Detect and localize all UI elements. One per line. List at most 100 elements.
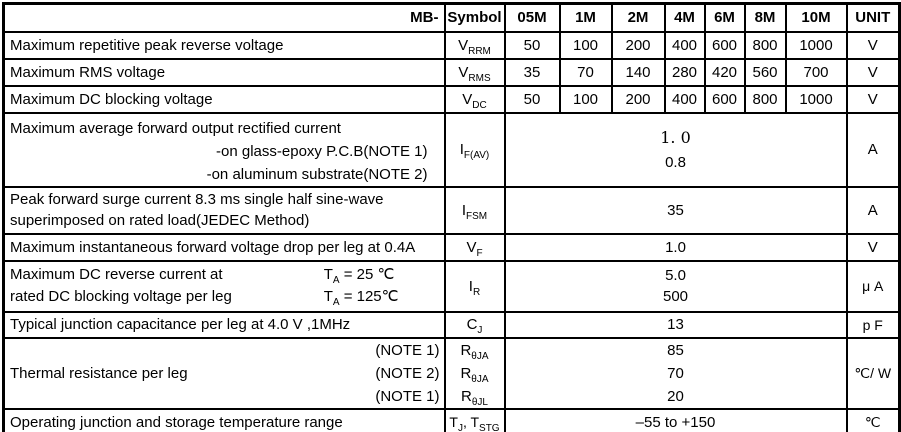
value-line: 20 bbox=[667, 387, 684, 405]
row-vf: Maximum instantaneous forward voltage dr… bbox=[2, 232, 901, 262]
row-ir: Maximum DC reverse current at rated DC b… bbox=[2, 259, 901, 313]
row-vdc: Maximum DC blocking voltage VDC 50 100 2… bbox=[2, 84, 901, 114]
value-cell: 400 bbox=[663, 84, 706, 114]
value-line: 85 bbox=[667, 341, 684, 359]
symbol-rthja2: RθJA bbox=[460, 364, 489, 385]
unit-cell: A bbox=[845, 185, 901, 235]
row-thermal-resistance: Thermal resistance per leg (NOTE 1) (NOT… bbox=[2, 336, 901, 410]
condition-ta25: TA = 25 ℃ bbox=[323, 266, 395, 286]
value-cell: 280 bbox=[663, 57, 706, 87]
header-series-prefix: MB- bbox=[2, 2, 446, 33]
value-line: 1. 0 bbox=[660, 127, 691, 147]
header-model-6m: 6M bbox=[703, 2, 746, 33]
value-cell: 50 bbox=[503, 30, 561, 60]
header-row: MB- Symbol 05M 1M 2M 4M 6M 8M 10M UNIT bbox=[2, 2, 901, 33]
row-tj-tstg: Operating junction and storage temperatu… bbox=[2, 407, 901, 432]
note-ref: (NOTE 2) bbox=[375, 364, 440, 382]
value-line: 5.0 bbox=[665, 267, 686, 284]
param-line: Maximum average forward output rectified… bbox=[10, 119, 341, 137]
unit-cell: V bbox=[845, 84, 901, 114]
param-line: Peak forward surge current 8.3 ms single… bbox=[10, 191, 384, 208]
value-cell-merged: –55 to +150 bbox=[503, 407, 848, 432]
symbol-vrrm: VRRM bbox=[443, 30, 506, 60]
value-cell-merged: 13 bbox=[503, 310, 848, 339]
header-model-1m: 1M bbox=[558, 2, 613, 33]
unit-cell: μ A bbox=[845, 259, 901, 313]
param-line: superimposed on rated load(JEDEC Method) bbox=[10, 212, 310, 229]
row-cj: Typical junction capacitance per leg at … bbox=[2, 310, 901, 339]
header-model-8m: 8M bbox=[743, 2, 787, 33]
header-model-10m: 10M bbox=[784, 2, 848, 33]
value-cell-merged: 1. 0 0.8 bbox=[503, 111, 848, 188]
value-cell-merged: 85 70 20 bbox=[503, 336, 848, 410]
value-cell: 800 bbox=[743, 30, 787, 60]
value-cell: 600 bbox=[703, 84, 746, 114]
param-line: -on aluminum substrate(NOTE 2) bbox=[206, 165, 428, 183]
value-cell: 400 bbox=[663, 30, 706, 60]
param-label: Maximum instantaneous forward voltage dr… bbox=[2, 232, 446, 262]
value-line: 70 bbox=[667, 364, 684, 382]
unit-cell: V bbox=[845, 232, 901, 262]
row-ifav: Maximum average forward output rectified… bbox=[2, 111, 901, 188]
value-cell: 1000 bbox=[784, 84, 848, 114]
value-cell: 1000 bbox=[784, 30, 848, 60]
value-cell: 50 bbox=[503, 84, 561, 114]
value-cell-merged: 5.0 500 bbox=[503, 259, 848, 313]
param-line: Thermal resistance per leg bbox=[10, 364, 188, 382]
symbol-cj: CJ bbox=[443, 310, 506, 339]
value-cell: 420 bbox=[703, 57, 746, 87]
symbol-rthja1: RθJA bbox=[460, 341, 489, 362]
param-label: Maximum RMS voltage bbox=[2, 57, 446, 87]
unit-cell: ℃ bbox=[845, 407, 901, 432]
symbol-tj-tstg: TJ, TSTG bbox=[443, 407, 506, 432]
symbol-ifav: IF(AV) bbox=[443, 111, 506, 188]
symbol-rth: RθJA RθJA RθJL bbox=[443, 336, 506, 410]
unit-cell: A bbox=[845, 111, 901, 188]
param-label: Peak forward surge current 8.3 ms single… bbox=[2, 185, 446, 235]
value-line: 500 bbox=[662, 288, 689, 305]
condition-ta125: TA = 125℃ bbox=[323, 288, 399, 308]
row-ifsm: Peak forward surge current 8.3 ms single… bbox=[2, 185, 901, 235]
value-cell: 100 bbox=[558, 30, 613, 60]
row-vrrm: Maximum repetitive peak reverse voltage … bbox=[2, 30, 901, 60]
param-label: Maximum DC reverse current at rated DC b… bbox=[2, 259, 446, 313]
value-line: 0.8 bbox=[665, 153, 686, 171]
value-cell: 200 bbox=[610, 30, 666, 60]
value-cell: 800 bbox=[743, 84, 787, 114]
unit-cell: ℃/ W bbox=[845, 336, 901, 410]
symbol-vdc: VDC bbox=[443, 84, 506, 114]
header-model-2m: 2M bbox=[610, 2, 666, 33]
note-ref: (NOTE 1) bbox=[375, 341, 440, 359]
value-cell: 70 bbox=[558, 57, 613, 87]
value-cell-merged: 35 bbox=[503, 185, 848, 235]
param-label: Maximum average forward output rectified… bbox=[2, 111, 446, 188]
symbol-vrms: VRMS bbox=[443, 57, 506, 87]
symbol-ifsm: IFSM bbox=[443, 185, 506, 235]
value-cell: 100 bbox=[558, 84, 613, 114]
header-model-4m: 4M bbox=[663, 2, 706, 33]
value-cell: 560 bbox=[743, 57, 787, 87]
unit-cell: V bbox=[845, 57, 901, 87]
param-label: Operating junction and storage temperatu… bbox=[2, 407, 446, 432]
note-ref: (NOTE 1) bbox=[375, 387, 440, 405]
param-label: Thermal resistance per leg (NOTE 1) (NOT… bbox=[2, 336, 446, 410]
param-label: Typical junction capacitance per leg at … bbox=[2, 310, 446, 339]
value-cell: 600 bbox=[703, 30, 746, 60]
value-cell: 200 bbox=[610, 84, 666, 114]
param-label: Maximum DC blocking voltage bbox=[2, 84, 446, 114]
symbol-ir: IR bbox=[443, 259, 506, 313]
param-label: Maximum repetitive peak reverse voltage bbox=[2, 30, 446, 60]
header-unit: UNIT bbox=[845, 2, 901, 33]
value-cell: 140 bbox=[610, 57, 666, 87]
symbol-vf: VF bbox=[443, 232, 506, 262]
param-line: rated DC blocking voltage per leg bbox=[10, 288, 232, 305]
value-cell: 35 bbox=[503, 57, 561, 87]
unit-cell: V bbox=[845, 30, 901, 60]
param-line: -on glass-epoxy P.C.B(NOTE 1) bbox=[216, 142, 428, 160]
header-model-05m: 05M bbox=[503, 2, 561, 33]
header-symbol: Symbol bbox=[443, 2, 506, 33]
param-line: Maximum DC reverse current at bbox=[10, 266, 223, 283]
value-cell: 700 bbox=[784, 57, 848, 87]
